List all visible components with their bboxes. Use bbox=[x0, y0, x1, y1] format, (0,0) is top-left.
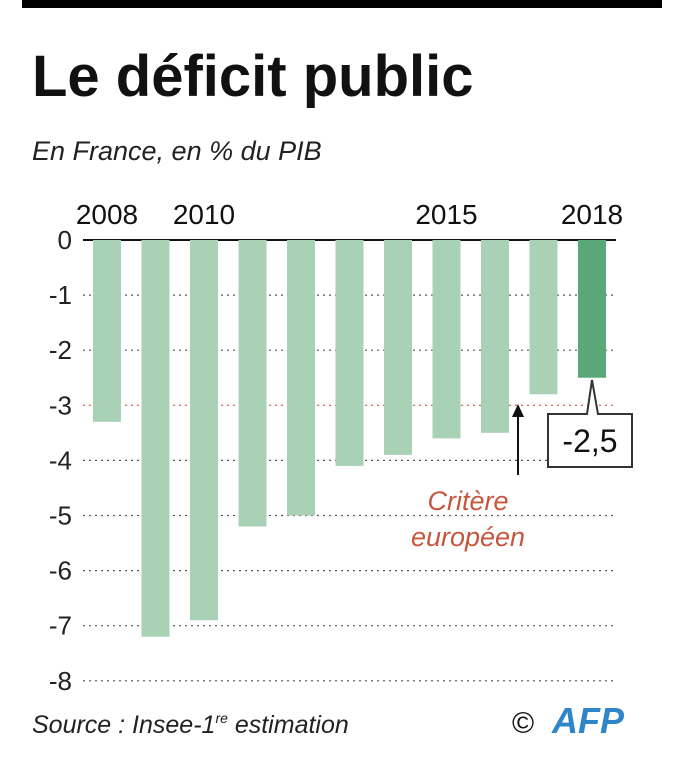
copyright-icon: © bbox=[512, 707, 534, 740]
bar-2016 bbox=[481, 240, 509, 433]
reference-label-1: Critère bbox=[427, 486, 508, 516]
bar-2015 bbox=[432, 240, 461, 439]
bar-2014 bbox=[384, 240, 412, 455]
chart-subtitle: En France, en % du PIB bbox=[32, 136, 322, 166]
x-tick-label: 2010 bbox=[173, 199, 235, 230]
y-tick-label: -7 bbox=[49, 611, 72, 641]
y-tick-label: -4 bbox=[49, 445, 72, 475]
bar-2010 bbox=[190, 240, 218, 621]
x-tick-label: 2015 bbox=[415, 199, 477, 230]
source-note: Source : Insee-1re estimation bbox=[32, 710, 349, 739]
bar-2012 bbox=[287, 240, 315, 516]
y-tick-label: -6 bbox=[49, 556, 72, 586]
bar-2017 bbox=[529, 240, 558, 395]
bar-2008 bbox=[93, 240, 121, 422]
x-tick-label: 2008 bbox=[76, 199, 138, 230]
bar-2013 bbox=[335, 240, 364, 466]
arrow-head-icon bbox=[512, 404, 524, 417]
y-tick-label: -3 bbox=[49, 390, 72, 420]
afp-logo: AFP bbox=[551, 700, 625, 741]
chart-title: Le déficit public bbox=[32, 44, 474, 109]
y-tick-label: -2 bbox=[49, 335, 72, 365]
y-tick-label: -1 bbox=[49, 280, 72, 310]
y-tick-label: -8 bbox=[49, 666, 72, 696]
bar-2018 bbox=[578, 240, 606, 378]
value-callout bbox=[547, 379, 633, 468]
top-rule bbox=[22, 0, 662, 8]
reference-label-2: européen bbox=[411, 522, 525, 552]
x-tick-label: 2018 bbox=[561, 199, 623, 230]
y-tick-label: 0 bbox=[58, 225, 72, 255]
value-callout-label: -2,5 bbox=[562, 423, 617, 459]
y-tick-label: -5 bbox=[49, 501, 72, 531]
bar-2011 bbox=[238, 240, 267, 527]
bar-2009 bbox=[141, 240, 170, 637]
